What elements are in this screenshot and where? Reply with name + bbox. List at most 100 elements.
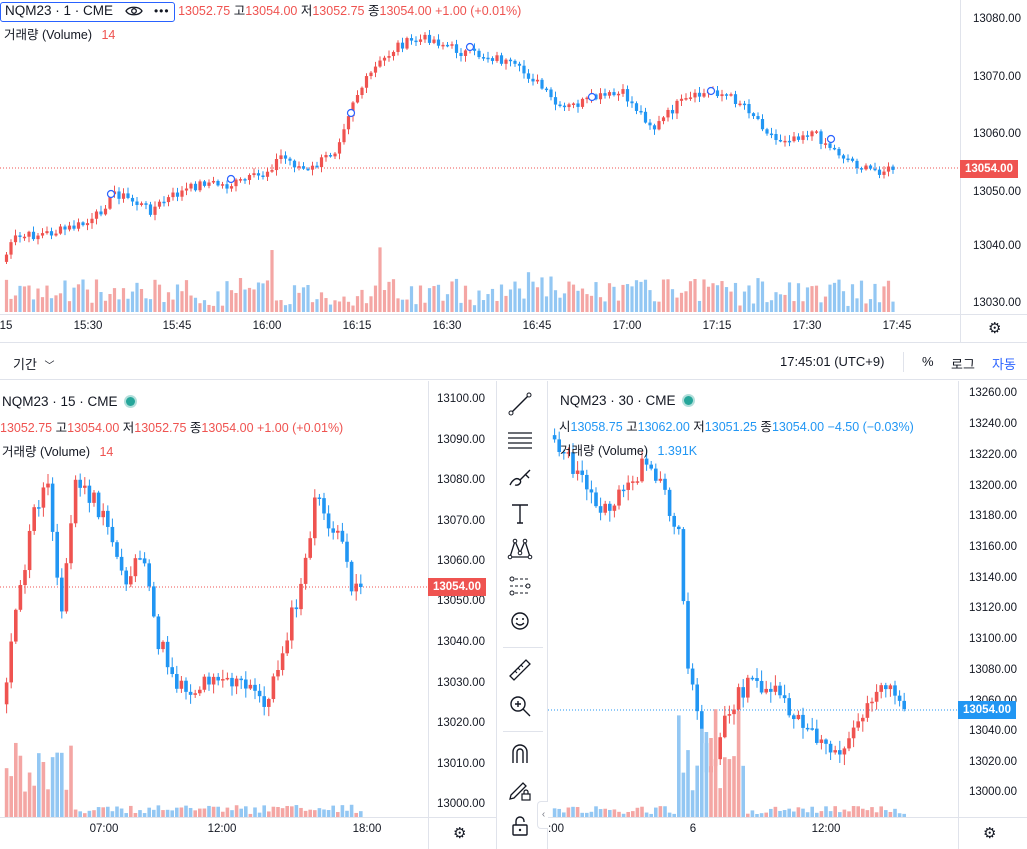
price-tick: 13000.00 [969, 786, 1017, 798]
volume-bar [644, 812, 649, 817]
alert-marker-icon[interactable] [106, 189, 116, 199]
prediction-icon[interactable] [507, 573, 537, 601]
chart-pane-1min[interactable]: NQM23 · 1 · CME ••• 13052.75 고13054.00 저… [0, 0, 1027, 342]
volume-bar [124, 813, 128, 817]
trend-line-icon[interactable] [507, 391, 537, 419]
candles-1min[interactable] [0, 0, 960, 314]
volume-bar [336, 812, 340, 817]
candle-body [409, 38, 414, 41]
volume-bar [856, 806, 860, 817]
lock-drawing-icon[interactable] [507, 777, 537, 805]
log-toggle[interactable]: 로그 [951, 357, 975, 372]
volume-bar [746, 813, 750, 817]
brush-icon[interactable] [507, 465, 537, 493]
volume-bar [326, 810, 331, 817]
candle-body [262, 696, 266, 707]
symbol-title[interactable]: NQM23 · 1 · CME [5, 3, 114, 18]
time-axis-15min[interactable]: 07:00 12:00 18:00 [0, 817, 428, 849]
volume-bar [244, 806, 248, 817]
percent-toggle[interactable]: % [922, 354, 934, 369]
candles-15min[interactable] [0, 381, 428, 817]
candle-body [274, 158, 279, 171]
time-axis-30min[interactable]: :00 6 12:00 [548, 817, 958, 849]
candle-body [67, 225, 72, 230]
candle-body [117, 191, 121, 199]
candle-body [14, 609, 18, 642]
alert-marker-icon[interactable] [587, 92, 597, 102]
zoom-in-icon[interactable] [507, 693, 537, 721]
volume-bar [499, 284, 504, 312]
symbol-title[interactable]: NQM23 · 30 · CME [560, 393, 676, 408]
alert-marker-icon[interactable] [226, 174, 236, 184]
volume-bar [558, 297, 562, 312]
candle-body [147, 563, 151, 587]
time-axis-1min[interactable]: 15 15:30 15:45 16:00 16:15 16:30 16:45 17:00 17:… [0, 314, 960, 342]
volume-bar [873, 283, 877, 312]
volume-bar [472, 305, 477, 312]
chart-pane-30min[interactable]: NQM23 · 30 · CME 시13058.75 고13062.00 저13… [548, 381, 1027, 849]
volume-bar [331, 805, 335, 817]
volume-bar [355, 296, 360, 312]
volume-bar [198, 303, 202, 312]
alert-marker-icon[interactable] [465, 42, 475, 52]
pattern-icon[interactable] [507, 536, 537, 564]
volume-bar [700, 728, 704, 817]
more-icon[interactable]: ••• [153, 4, 170, 18]
price-tick: 13060.00 [437, 555, 485, 567]
volume-bar [549, 276, 553, 312]
volume-bar [805, 812, 810, 817]
volume-bar [373, 285, 378, 312]
eye-icon[interactable] [124, 5, 143, 20]
auto-toggle[interactable]: 자동 [992, 357, 1016, 372]
candle-body [171, 192, 175, 198]
candle-body [317, 497, 322, 500]
candle-body [531, 78, 535, 82]
candle-body [675, 100, 679, 114]
candle-body [83, 485, 87, 488]
volume-bar [508, 289, 513, 312]
volume-bar [490, 288, 495, 312]
volume-bar [495, 300, 499, 312]
candle-body [99, 211, 103, 215]
chart-pane-15min[interactable]: NQM23 · 15 · CME 13052.75 고13054.00 저130… [0, 381, 496, 849]
clock-timezone[interactable]: 17:45:01 (UTC+9) [780, 354, 885, 369]
volume-bar [274, 300, 279, 312]
price-axis-1min[interactable]: 13080.00 13070.00 13060.00 13050.00 13040.00… [960, 0, 1027, 314]
settings-gear-icon[interactable]: ⚙ [988, 320, 1002, 337]
range-selector[interactable]: 기간 ﹀ [13, 354, 55, 373]
lock-icon[interactable] [507, 813, 537, 841]
volume-bar [847, 811, 851, 817]
settings-gear-icon[interactable]: ⚙ [453, 825, 467, 842]
candle-body [81, 222, 85, 226]
volume-bar [625, 284, 630, 312]
alert-marker-icon[interactable] [826, 134, 836, 144]
candle-body [9, 242, 13, 255]
magnet-icon[interactable] [507, 741, 537, 769]
candle-body [815, 728, 819, 743]
ohlc-low-label: 저 [693, 420, 705, 434]
range-label[interactable]: 기간 [13, 357, 37, 372]
chevron-down-icon[interactable]: ﹀ [44, 361, 55, 372]
volume-bar [608, 809, 612, 817]
alert-marker-icon[interactable] [706, 86, 716, 96]
horizontal-lines-icon[interactable] [507, 427, 537, 455]
candles-30min[interactable] [548, 381, 958, 817]
candle-body [243, 179, 247, 181]
price-axis-30min[interactable]: 13260.00 13240.00 13220.00 13200.00 13180.00… [958, 381, 1027, 817]
volume-bar [679, 292, 684, 312]
price-axis-15min[interactable]: 13100.00 13090.00 13080.00 13070.00 13060.00… [428, 381, 496, 817]
emoji-icon[interactable] [507, 608, 537, 636]
candle-body [648, 122, 652, 126]
settings-gear-icon[interactable]: ⚙ [983, 825, 997, 842]
volume-bar [810, 806, 814, 817]
symbol-title[interactable]: NQM23 · 15 · CME [2, 394, 118, 409]
alert-marker-icon[interactable] [346, 108, 356, 118]
symbol-selector[interactable]: NQM23 · 1 · CME ••• [0, 2, 175, 22]
volume-bar [594, 806, 598, 817]
ohlc-open-label: 시 [559, 420, 571, 434]
ohlc-high-label: 고 [233, 4, 246, 18]
text-icon[interactable] [507, 501, 537, 529]
ruler-icon[interactable] [507, 657, 537, 685]
collapse-toolbar-button[interactable]: ‹ [537, 801, 549, 829]
volume-bar [229, 290, 234, 312]
